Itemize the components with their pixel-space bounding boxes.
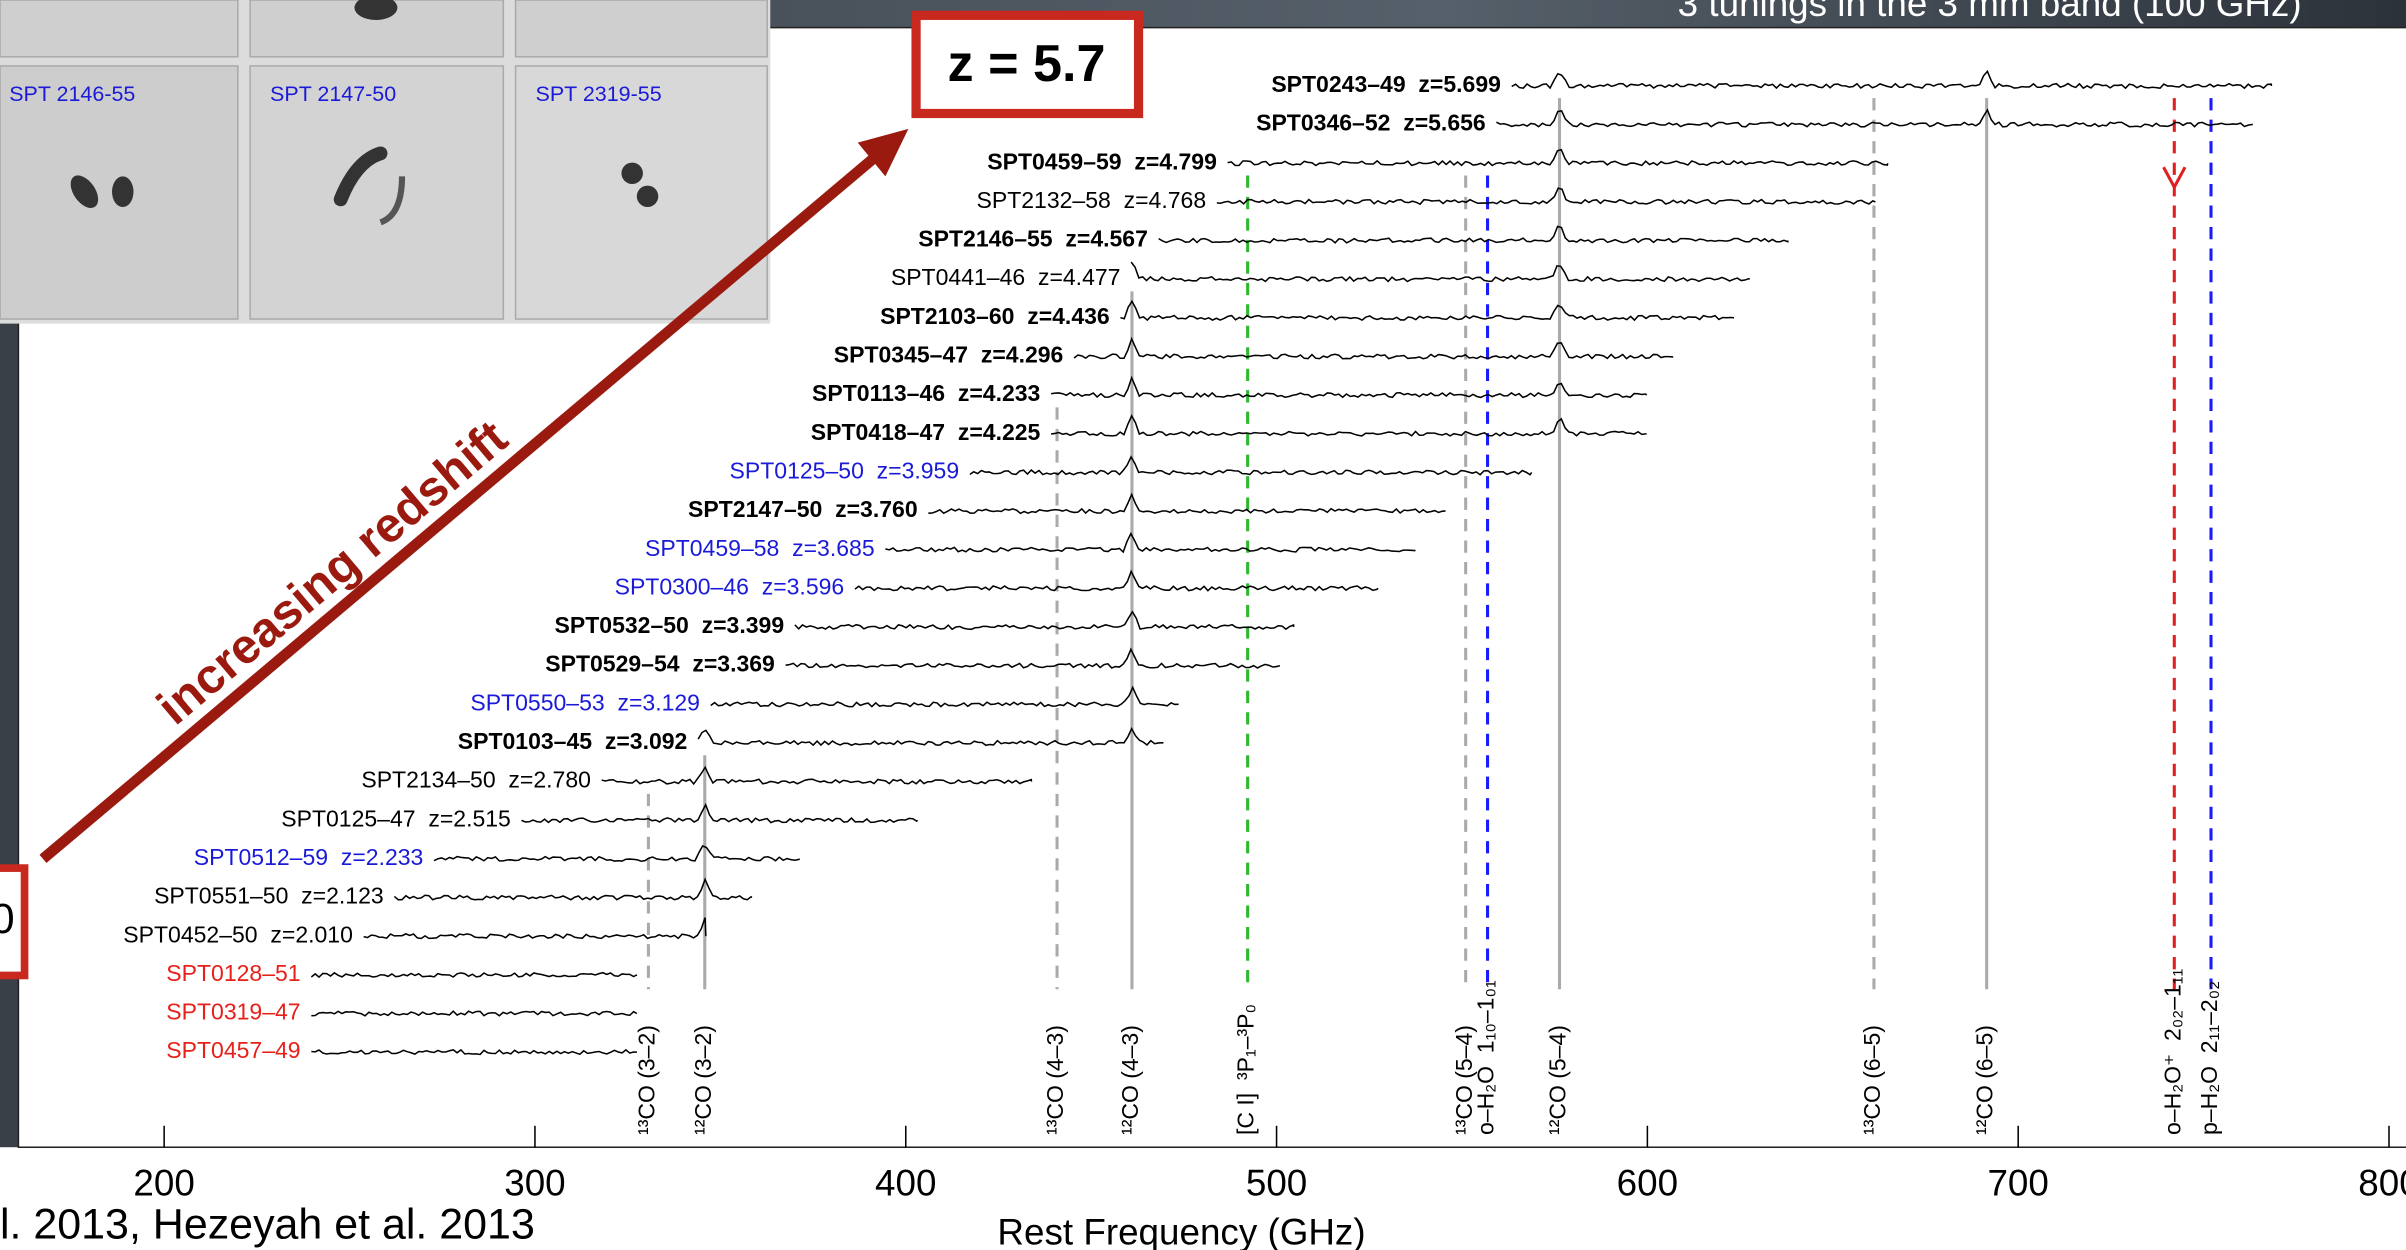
spectrum <box>521 802 919 824</box>
arrow <box>39 150 882 863</box>
spectrum-label: SPT0319–47 <box>166 999 300 1025</box>
spectral-line-label: ¹³CO (5–4) <box>1451 1025 1477 1135</box>
inset-label: SPT 2147-50 <box>270 82 396 106</box>
spectrum-label: SPT2134–50 z=2.780 <box>361 767 591 793</box>
spectrum-label: SPT0457–49 <box>166 1037 300 1063</box>
spectrum <box>393 877 753 901</box>
spectrum-label: SPT0512–59 z=2.233 <box>194 844 424 870</box>
left-box <box>0 864 29 980</box>
inset-tile <box>249 0 505 58</box>
spectral-line-label: ¹²CO (3–2) <box>690 1025 716 1135</box>
spectrum-label: SPT2132–58 z=4.768 <box>977 187 1207 213</box>
footer-area <box>0 1147 2406 1250</box>
spectrum-label: SPT0418–47 z=4.225 <box>811 419 1041 445</box>
spectrum-label: SPT2103–60 z=4.436 <box>880 303 1110 329</box>
spectrum <box>1227 148 1889 167</box>
left-box-text: 0 <box>0 895 15 943</box>
citation: l. 2013, Hezeyah et al. 2013 <box>0 1200 535 1248</box>
line-arrow <box>2162 166 2187 191</box>
spectral-line-label: p–H₂O 2₁₁–2₀₂ <box>2196 981 2222 1135</box>
spectrum <box>601 765 1033 786</box>
spectrum <box>1073 336 1674 360</box>
spectrum-label: SPT0452–50 z=2.010 <box>123 921 353 947</box>
spectral-line-label: o–H₂O 1₁₀–1₀₁ <box>1473 980 1499 1135</box>
spectrum <box>885 531 1416 554</box>
spectral-line-label: ¹³CO (6–5) <box>1859 1025 1885 1135</box>
inset-tile <box>514 0 768 58</box>
spectral-line-label: ¹³CO (4–3) <box>1042 1025 1068 1135</box>
spectrum-label: SPT0346–52 z=5.656 <box>1256 110 1486 136</box>
inset: SPT 2146-55 SPT 2147-50 SPT 2319-55 <box>0 0 771 324</box>
spectrum <box>311 1048 637 1056</box>
spectrum <box>1130 261 1751 283</box>
spectrum-label: SPT0459–59 z=4.799 <box>987 148 1217 174</box>
inset-blob <box>379 176 406 226</box>
x-tick-label: 300 <box>504 1162 565 1203</box>
spectrum <box>1158 225 1789 244</box>
inset-label: SPT 2319-55 <box>536 82 662 106</box>
spectral-line-label: o–H₂O⁺ 2₀₂–1₁₁ <box>2159 968 2185 1135</box>
spectral-line-label: ¹²CO (5–4) <box>1545 1025 1571 1135</box>
spectrum <box>1120 299 1735 322</box>
x-axis-label: Rest Frequency (GHz) <box>997 1211 1365 1250</box>
inset-blob <box>636 185 659 208</box>
x-tick-label: 600 <box>1617 1162 1678 1203</box>
spectrum <box>310 971 638 979</box>
spectrum <box>1496 108 2253 128</box>
spectrum-label: SPT0113–46 z=4.233 <box>812 380 1040 406</box>
spectrum-label: SPT0551–50 z=2.123 <box>154 883 384 909</box>
spectrum-label: SPT0345–47 z=4.296 <box>834 342 1064 368</box>
x-tick-label: 800 <box>2358 1162 2406 1203</box>
spectrum <box>363 917 707 940</box>
spectrum-label: SPT0300–46 z=3.596 <box>615 573 845 599</box>
spectrum-label: SPT0550–53 z=3.129 <box>470 689 700 715</box>
spectrum <box>854 569 1379 592</box>
spectrum-label: SPT0128–51 <box>166 960 300 986</box>
spectrum <box>794 610 1295 631</box>
spectrum <box>697 726 1164 747</box>
spectrum <box>433 845 801 862</box>
spectrum-label: SPT0529–54 z=3.369 <box>545 651 775 677</box>
x-tick-label: 700 <box>1987 1162 2048 1203</box>
inset-blob <box>621 162 643 185</box>
spectrum-label: SPT0459–58 z=3.685 <box>645 535 875 561</box>
inset-blob <box>70 175 99 209</box>
spectrum <box>311 1010 638 1017</box>
spectrum <box>969 455 1533 476</box>
spectrum <box>710 685 1179 708</box>
inset-tile <box>0 0 239 58</box>
spectrum <box>1511 69 2273 90</box>
spectral-line-label: ¹³CO (3–2) <box>633 1025 659 1135</box>
spectrum-label: SPT0243–49 z=5.699 <box>1271 71 1501 97</box>
arrow-head <box>857 128 909 177</box>
x-tick-label: 400 <box>875 1162 936 1203</box>
spectrum-label: SPT2146–55 z=4.567 <box>918 226 1148 252</box>
inset-blob <box>354 0 398 20</box>
redshift-box <box>911 10 1144 119</box>
spectral-line-label: [C I] ³P₁–³P₀ <box>1233 1004 1259 1135</box>
spectrum-label: SPT0532–50 z=3.399 <box>555 612 785 638</box>
spectrum-label: SPT0441–46 z=4.477 <box>891 264 1121 290</box>
inset-label: SPT 2146-55 <box>9 82 135 106</box>
slide-heading: 3 tunings in the 3 mm band (100 GHz) <box>1678 0 2302 24</box>
spectrum-label: SPT0125–50 z=3.959 <box>730 457 960 483</box>
spectral-line-label: ¹²CO (4–3) <box>1117 1025 1143 1135</box>
spectrum-label: SPT0125–47 z=2.515 <box>281 805 511 831</box>
x-tick-label: 200 <box>133 1162 194 1203</box>
spectrum <box>1050 375 1648 399</box>
inset-blob <box>333 146 388 207</box>
x-tick-label: 500 <box>1246 1162 1307 1203</box>
spectrum-label: SPT0103–45 z=3.092 <box>458 728 688 754</box>
spectrum-label: SPT2147–50 z=3.760 <box>688 496 918 522</box>
spectrum <box>1050 414 1647 437</box>
spectrum <box>785 647 1281 669</box>
spectral-line-label: ¹²CO (6–5) <box>1972 1025 1998 1135</box>
inset-blob <box>112 176 134 208</box>
inset-tile <box>249 65 505 320</box>
spectrum <box>928 492 1446 515</box>
spectrum <box>1216 187 1876 206</box>
redshift-box-text: z = 5.7 <box>948 35 1106 93</box>
